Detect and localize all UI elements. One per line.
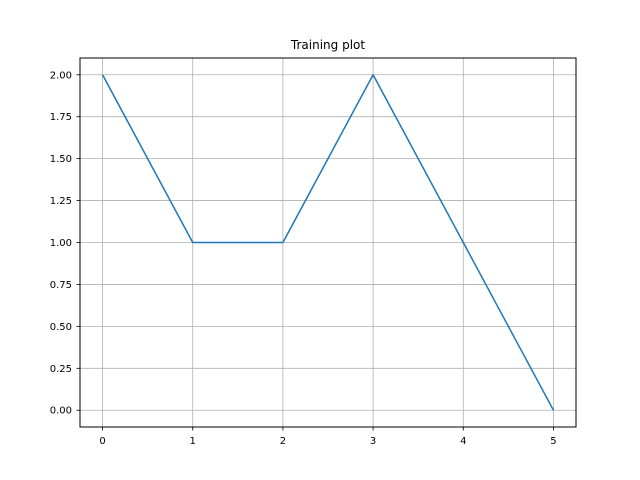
series-line bbox=[101, 74, 555, 411]
x-tick-label: 2 bbox=[280, 436, 286, 447]
y-axis-ticks: 0.00 0.25 0.50 0.75 1.00 1.25 1.50 1.75 2.00 bbox=[50, 70, 80, 417]
y-tick-label: 0.75 bbox=[50, 280, 72, 291]
x-tick-label: 3 bbox=[370, 436, 376, 447]
x-tick-label: 5 bbox=[550, 436, 556, 447]
x-tick-label: 4 bbox=[460, 436, 466, 447]
y-tick-label: 1.00 bbox=[50, 238, 72, 249]
y-tick-label: 0.50 bbox=[50, 322, 72, 333]
x-tick-label: 1 bbox=[190, 436, 196, 447]
y-tick-label: 1.75 bbox=[50, 112, 72, 123]
y-tick-label: 1.50 bbox=[50, 154, 72, 165]
y-tick-label: 1.25 bbox=[50, 196, 72, 207]
series-layer bbox=[101, 74, 555, 411]
y-tick-label: 2.00 bbox=[50, 70, 72, 81]
x-axis-ticks: 0 1 2 3 4 5 bbox=[99, 427, 557, 447]
y-tick-label: 0.00 bbox=[50, 406, 72, 417]
y-tick-label: 0.25 bbox=[50, 364, 72, 375]
chart-title: Training plot bbox=[290, 38, 365, 52]
x-tick-label: 0 bbox=[99, 436, 105, 447]
